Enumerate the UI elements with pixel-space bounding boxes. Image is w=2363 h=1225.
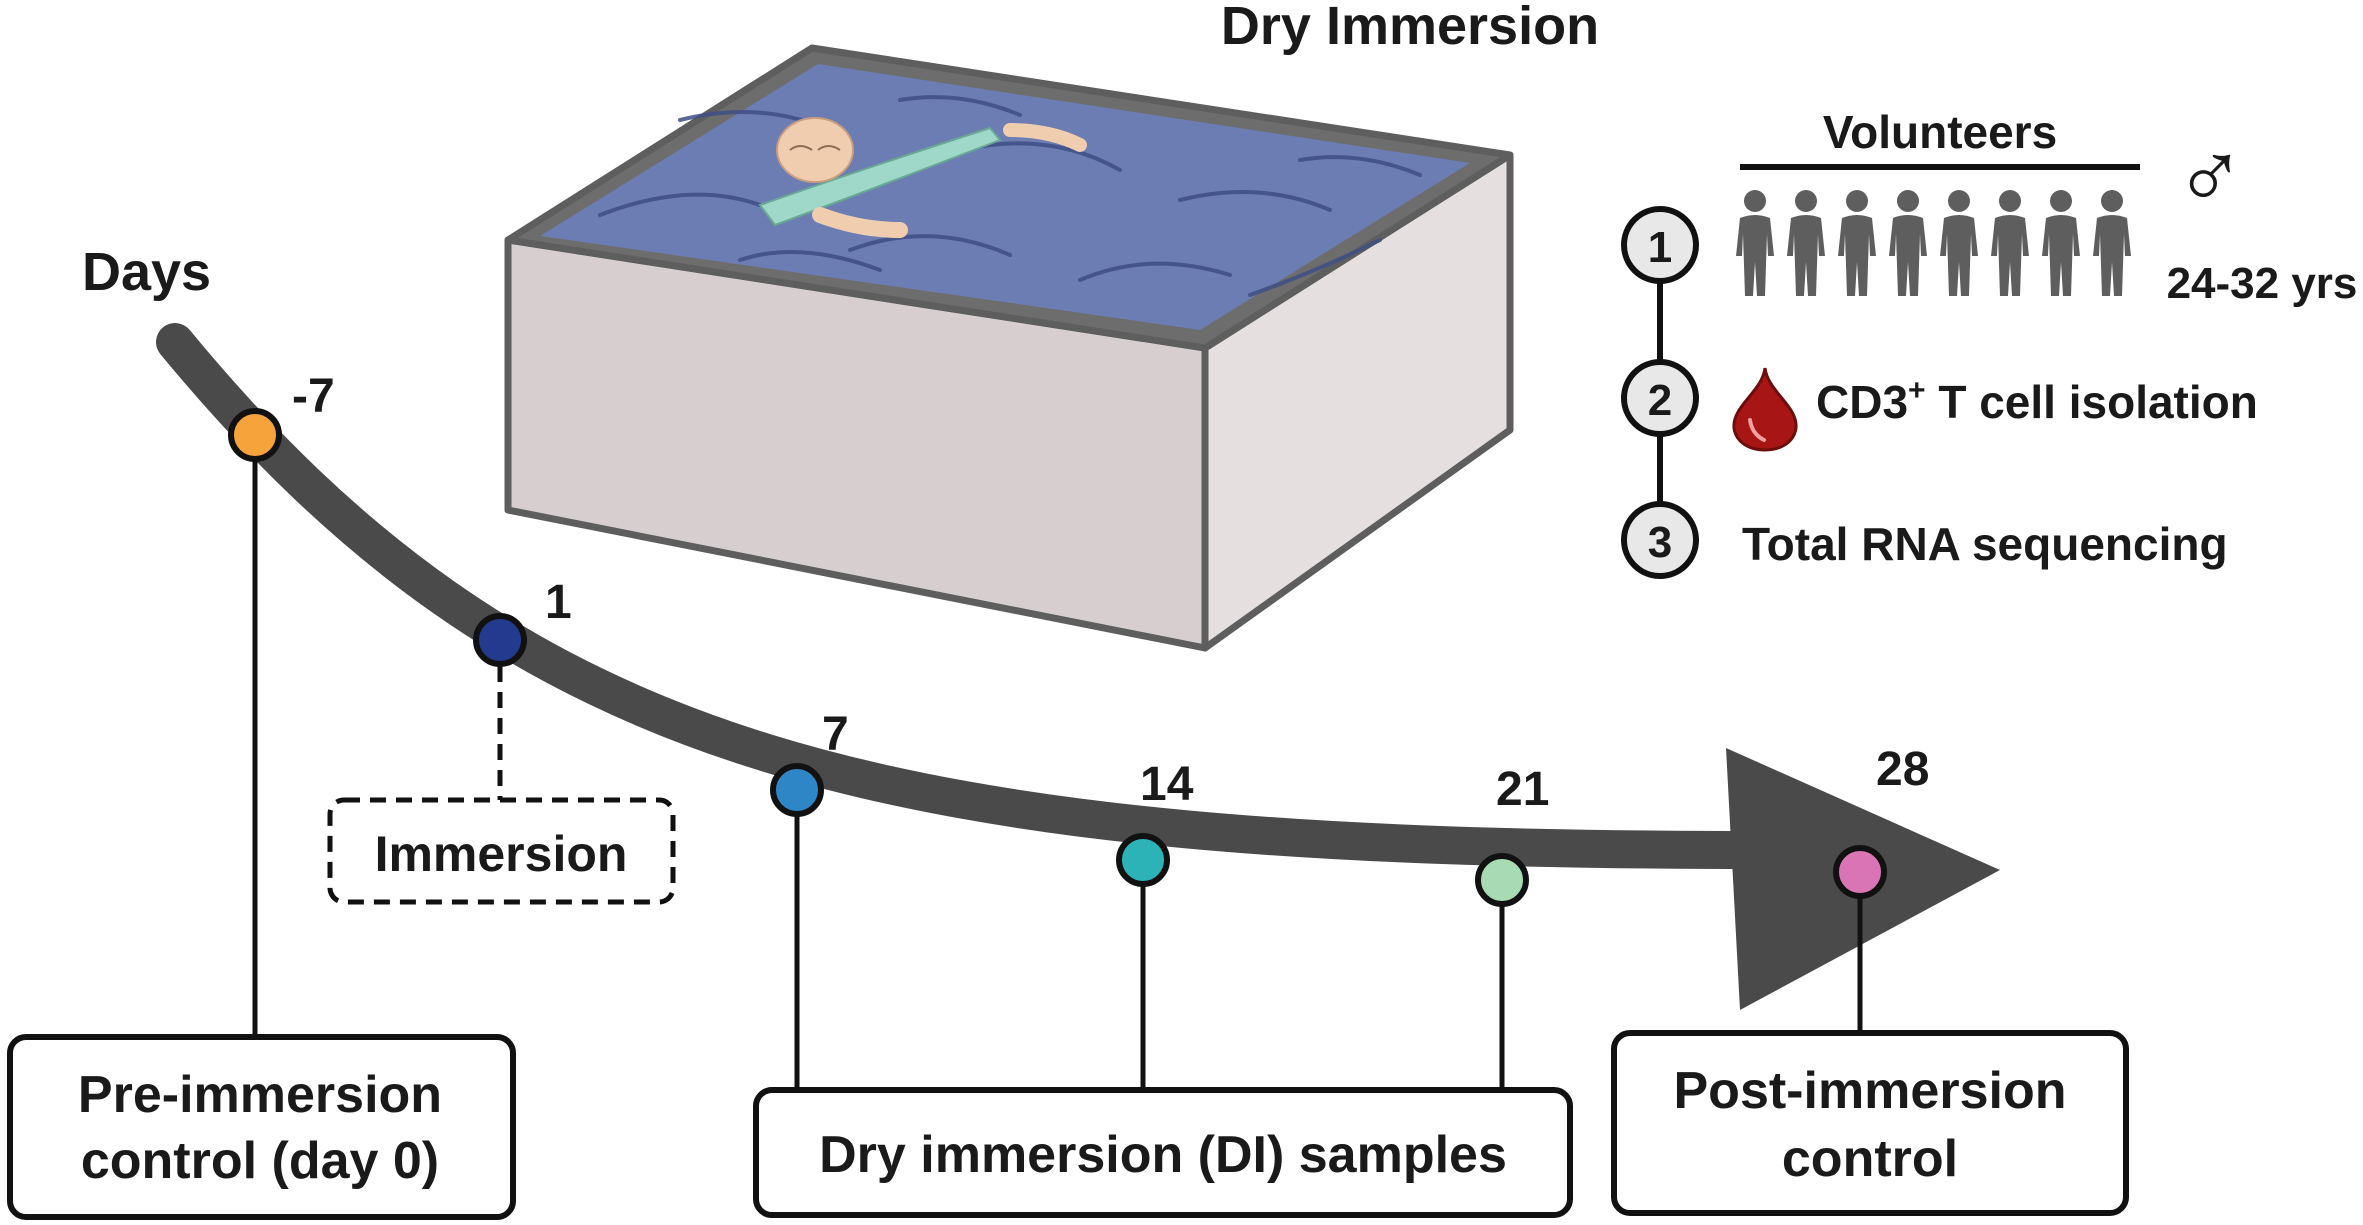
days-label: Days: [82, 242, 211, 302]
step-3-text: Total RNA sequencing: [1742, 518, 2228, 570]
day-label-minus7: -7: [292, 370, 335, 423]
pre-immersion-label-line1: Pre-immersion: [78, 1066, 442, 1124]
step-2-text: CD3+ T cell isolation: [1816, 374, 2258, 428]
person-icon: [1736, 190, 1774, 296]
timepoint-markers: [228, 408, 1887, 907]
male-symbol-icon: ♂: [2174, 119, 2246, 226]
timepoint-marker-day-21: [1475, 853, 1529, 907]
step-2: 2: [1621, 359, 1699, 437]
immersion-tub-illustration: [504, 44, 1514, 652]
immersion-label: Immersion: [375, 826, 628, 882]
pre-immersion-box: Pre-immersion control (day 0): [7, 1034, 516, 1220]
person-arm-right: [1003, 123, 1087, 152]
pre-immersion-label-line2: control (day 0): [81, 1132, 439, 1190]
person-icon: [2042, 190, 2080, 296]
person-gown: [758, 126, 1002, 227]
step-3: 3: [1621, 501, 1699, 579]
person-icon: [1889, 190, 1927, 296]
timepoint-marker-day-7: [770, 763, 824, 817]
step-3-number: 3: [1648, 518, 1672, 567]
person-icon: [1787, 190, 1825, 296]
person-in-tub: [758, 117, 1087, 238]
day-labels: -7 1 7 14 21 28: [292, 370, 1929, 816]
day-label-28: 28: [1876, 743, 1929, 796]
person-arm-left: [812, 207, 908, 238]
age-range-label: 24-32 yrs: [2167, 259, 2358, 308]
step-3-circle: [1621, 501, 1699, 579]
post-immersion-label-line2: control: [1782, 1130, 1958, 1188]
timeline-arrow-shaft: [156, 323, 1774, 869]
person-head: [776, 117, 854, 183]
step-1-number: 1: [1648, 223, 1672, 272]
timepoint-marker-day-1: [473, 613, 527, 667]
step-1-circle: [1621, 206, 1699, 284]
immersion-box: [327, 797, 676, 905]
day-label-21: 21: [1496, 763, 1549, 816]
day-label-1: 1: [545, 576, 572, 629]
timepoint-marker-day-14: [1116, 833, 1170, 887]
day-label-7: 7: [822, 708, 849, 761]
post-immersion-label-line1: Post-immersion: [1674, 1062, 2067, 1120]
connector-lines: [252, 435, 1863, 1090]
timepoint-marker-day-28: [1833, 845, 1887, 899]
tub-water-surface: [540, 64, 1470, 330]
person-icon: [2093, 190, 2131, 296]
post-immersion-box: Post-immersion control: [1611, 1030, 2129, 1216]
diagram-title: Dry Immersion: [1221, 0, 1599, 56]
fabric-folds: [598, 95, 1422, 297]
timepoint-marker-day-minus7: [228, 408, 282, 462]
dry-immersion-samples-box: Dry immersion (DI) samples: [753, 1087, 1573, 1218]
step-2-circle: [1621, 359, 1699, 437]
day-label-14: 14: [1140, 758, 1194, 811]
volunteers-heading: Volunteers: [1823, 106, 2057, 158]
person-icon: [1940, 190, 1978, 296]
step-2-number: 2: [1648, 376, 1672, 425]
blood-drop-icon: [1732, 367, 1798, 452]
dry-immersion-samples-label: Dry immersion (DI) samples: [819, 1126, 1507, 1184]
person-icon: [1838, 190, 1876, 296]
person-icon: [1991, 190, 2029, 296]
step-1: 1: [1621, 206, 1699, 284]
volunteer-figures: [1736, 190, 2131, 296]
